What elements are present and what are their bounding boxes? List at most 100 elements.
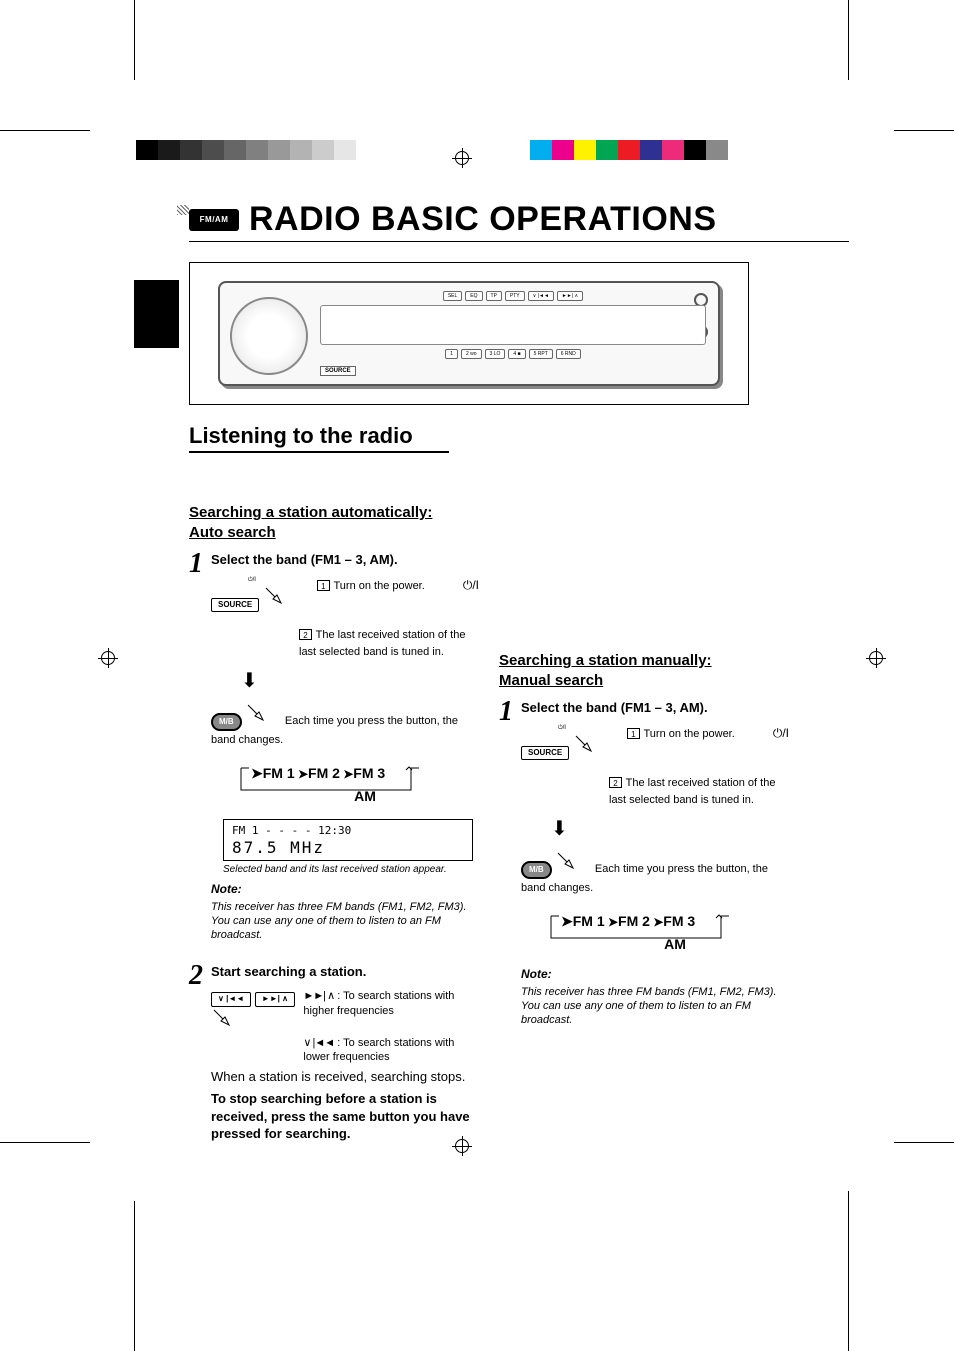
page-header: FM/AM RADIO BASIC OPERATIONS — [134, 200, 849, 239]
step-2-text: Start searching a station. — [211, 964, 479, 981]
power-icon: ⏻/I — [773, 726, 789, 740]
down-arrow-icon: ⬇ — [551, 816, 789, 842]
registration-mark — [866, 648, 886, 668]
callout-1: 1 — [627, 728, 640, 739]
note-text: This receiver has three FM bands (FM1, F… — [211, 900, 479, 943]
radio-preset-button: 4 ■ — [508, 349, 525, 359]
swatch — [202, 140, 224, 160]
swatch — [618, 140, 640, 160]
callout-1: 1 — [317, 580, 330, 591]
swatch — [334, 140, 356, 160]
auto-search-heading: Searching a station automatically: Auto … — [189, 503, 479, 542]
step-1-text: Select the band (FM1 – 3, AM). — [521, 700, 789, 717]
crop-mark — [134, 0, 135, 80]
rev-icon: ∨ |◄◄ — [303, 1036, 334, 1050]
radio-top-button: PTY — [505, 291, 525, 301]
radio-preset-button: 2 wo — [461, 349, 482, 359]
note-text: This receiver has three FM bands (FM1, F… — [521, 985, 789, 1028]
crop-mark — [134, 1201, 135, 1351]
crop-mark — [848, 1191, 849, 1351]
radio-preset-button: 3 LO — [485, 349, 506, 359]
swatch — [552, 140, 574, 160]
fwd-icon: ►►| ∧ — [303, 989, 334, 1003]
page-title: RADIO BASIC OPERATIONS — [249, 200, 717, 239]
swatch — [530, 140, 552, 160]
power-icon: ⏻/I — [463, 578, 479, 592]
source-chip: SOURCE — [521, 746, 569, 760]
page-tab — [134, 280, 179, 348]
swatch — [290, 140, 312, 160]
callout-2: 2 — [609, 777, 622, 788]
swatch — [662, 140, 684, 160]
fmam-badge: FM/AM — [189, 209, 239, 231]
swatch — [728, 140, 750, 160]
manual-search-heading: Searching a station manually: Manual sea… — [499, 651, 789, 690]
title-rule — [189, 241, 849, 242]
hand-press-icon — [245, 702, 275, 724]
callout-1-text: Turn on the power. — [643, 728, 734, 740]
swatch — [640, 140, 662, 160]
radio-preset-button: 1 — [445, 349, 458, 359]
swatch — [180, 140, 202, 160]
radio-display — [320, 305, 706, 345]
note-label: Note: — [211, 882, 479, 898]
step-1-number: 1 — [189, 548, 203, 942]
registration-mark — [452, 148, 472, 168]
step-2-stop: To stop searching before a station is re… — [211, 1090, 479, 1143]
down-arrow-icon: ⬇ — [241, 668, 479, 694]
crop-mark — [894, 130, 954, 131]
callout-2-text: The last received station of the last se… — [609, 777, 775, 806]
cmyk-colorbar — [530, 140, 750, 160]
auto-search-column: Searching a station automatically: Auto … — [189, 503, 479, 1143]
radio-top-button: ►►| ∧ — [557, 291, 583, 301]
hand-press-icon — [263, 585, 293, 607]
fm-cycle-diagram: ➤FM 1 ➤FM 2 ➤FM 3 AM — [251, 764, 479, 805]
source-chip: SOURCE — [211, 598, 259, 612]
crop-mark — [894, 1142, 954, 1143]
skip-up-button: ►►| ∧ — [255, 992, 295, 1006]
car-radio-unit: SELEQ TPPTY∨ |◄◄►►| ∧ 12 wo3 LO4 ■ 5 RPT6 … — [218, 281, 720, 386]
swatch — [246, 140, 268, 160]
swatch — [684, 140, 706, 160]
swatch — [268, 140, 290, 160]
swatch — [224, 140, 246, 160]
step-1-number: 1 — [499, 696, 513, 1027]
swatch — [596, 140, 618, 160]
radio-top-button: ∨ |◄◄ — [528, 291, 554, 301]
radio-top-button: SEL — [443, 291, 462, 301]
crop-mark — [0, 130, 90, 131]
mb-button: M/B — [211, 713, 242, 731]
step-1-text: Select the band (FM1 – 3, AM). — [211, 552, 479, 569]
step-2-tail: When a station is received, searching st… — [211, 1068, 479, 1086]
radio-top-button: TP — [486, 291, 502, 301]
mb-button: M/B — [521, 861, 552, 879]
callout-2: 2 — [299, 629, 312, 640]
manual-search-column: Searching a station manually: Manual sea… — [499, 503, 789, 1143]
hand-press-icon — [555, 850, 585, 872]
radio-preset-button: 6 RND — [556, 349, 581, 359]
crop-mark — [0, 1142, 90, 1143]
swatch — [312, 140, 334, 160]
fm-cycle-diagram: ➤FM 1 ➤FM 2 ➤FM 3 AM — [561, 912, 789, 953]
radio-top-button: EQ — [465, 291, 482, 301]
swatch — [706, 140, 728, 160]
radio-preset-button: 5 RPT — [529, 349, 553, 359]
display-caption: Selected band and its last received stat… — [223, 863, 479, 876]
swatch — [356, 140, 378, 160]
radio-illustration-frame: SELEQ TPPTY∨ |◄◄►►| ∧ 12 wo3 LO4 ■ 5 RPT6 … — [189, 262, 749, 405]
radio-dial — [230, 297, 308, 375]
registration-mark — [98, 648, 118, 668]
radio-display-sample: FM 1 - - - - 12:30 87.5 MHz — [223, 819, 473, 861]
step-2-number: 2 — [189, 960, 203, 1142]
swatch — [574, 140, 596, 160]
section-title: Listening to the radio — [189, 423, 449, 453]
hand-press-icon — [573, 733, 603, 755]
crop-mark — [848, 0, 849, 80]
swatch — [136, 140, 158, 160]
note-label: Note: — [521, 967, 789, 983]
callout-1-text: Turn on the power. — [333, 580, 424, 592]
source-button: SOURCE — [320, 366, 356, 376]
swatch — [158, 140, 180, 160]
callout-2-text: The last received station of the last se… — [299, 629, 465, 658]
hand-press-icon — [211, 1007, 241, 1029]
